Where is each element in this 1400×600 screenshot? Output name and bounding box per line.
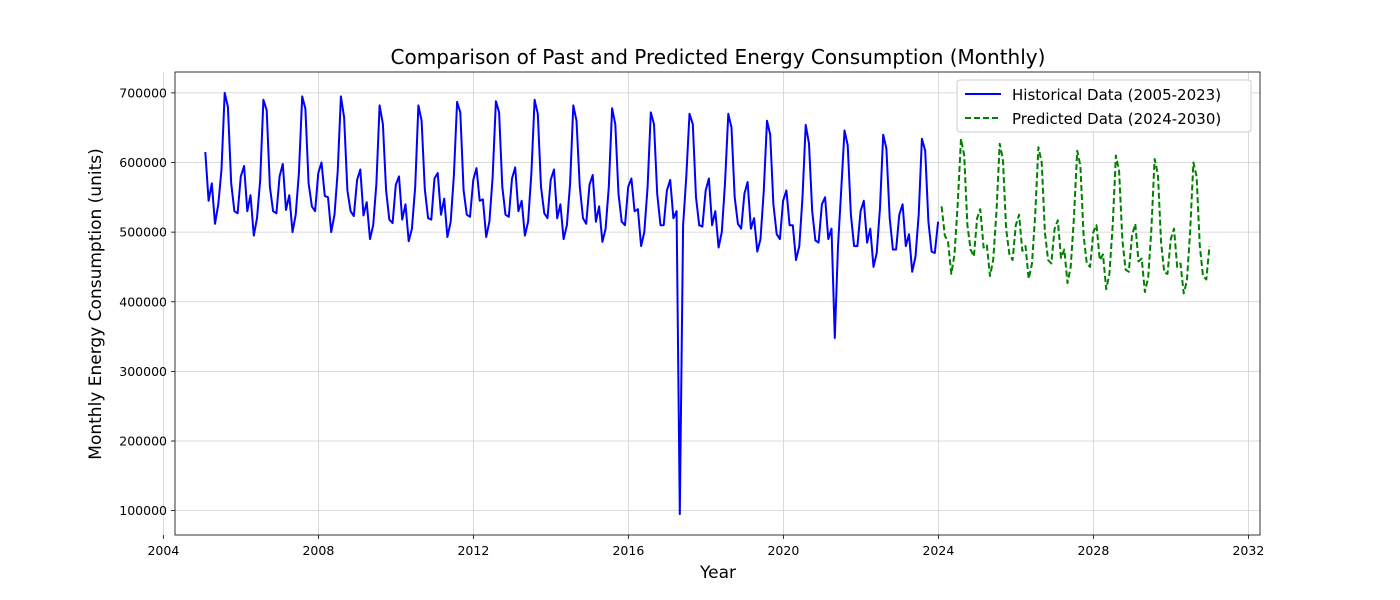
x-tick-label: 2032 — [1232, 543, 1264, 558]
x-tick-label: 2008 — [302, 543, 334, 558]
legend: Historical Data (2005-2023) Predicted Da… — [956, 79, 1252, 133]
y-axis-label: Monthly Energy Consumption (units) — [86, 148, 106, 459]
x-axis-label: Year — [699, 563, 736, 583]
series-line-historical — [204, 91, 940, 516]
y-tick-label: 700000 — [119, 85, 167, 100]
y-tick-label: 500000 — [119, 225, 167, 240]
x-tick-label: 2020 — [767, 543, 799, 558]
legend-label-predicted: Predicted Data (2024-2030) — [1012, 110, 1221, 128]
legend-box — [956, 79, 1252, 133]
y-tick-label: 200000 — [119, 434, 167, 449]
y-tick-label: 100000 — [119, 503, 167, 518]
x-tick-label: 2028 — [1077, 543, 1109, 558]
y-tick-label: 600000 — [119, 155, 167, 170]
y-tick-label: 400000 — [119, 294, 167, 309]
x-tick-label: 2012 — [457, 543, 489, 558]
series-lines — [204, 91, 1211, 516]
x-tick-label: 2016 — [612, 543, 644, 558]
chart-title: Comparison of Past and Predicted Energy … — [391, 45, 1046, 69]
grid-lines — [162, 72, 1260, 535]
axis-ticks: 2004 2008 2012 2016 2020 2024 2028 2032 100000 20… — [119, 85, 1264, 558]
series-line-predicted — [940, 137, 1211, 295]
plot-frame — [174, 71, 1261, 536]
x-tick-label: 2024 — [922, 543, 954, 558]
y-tick-label: 300000 — [119, 364, 167, 379]
legend-label-historical: Historical Data (2005-2023) — [1012, 86, 1221, 104]
x-tick-label: 2004 — [147, 543, 179, 558]
